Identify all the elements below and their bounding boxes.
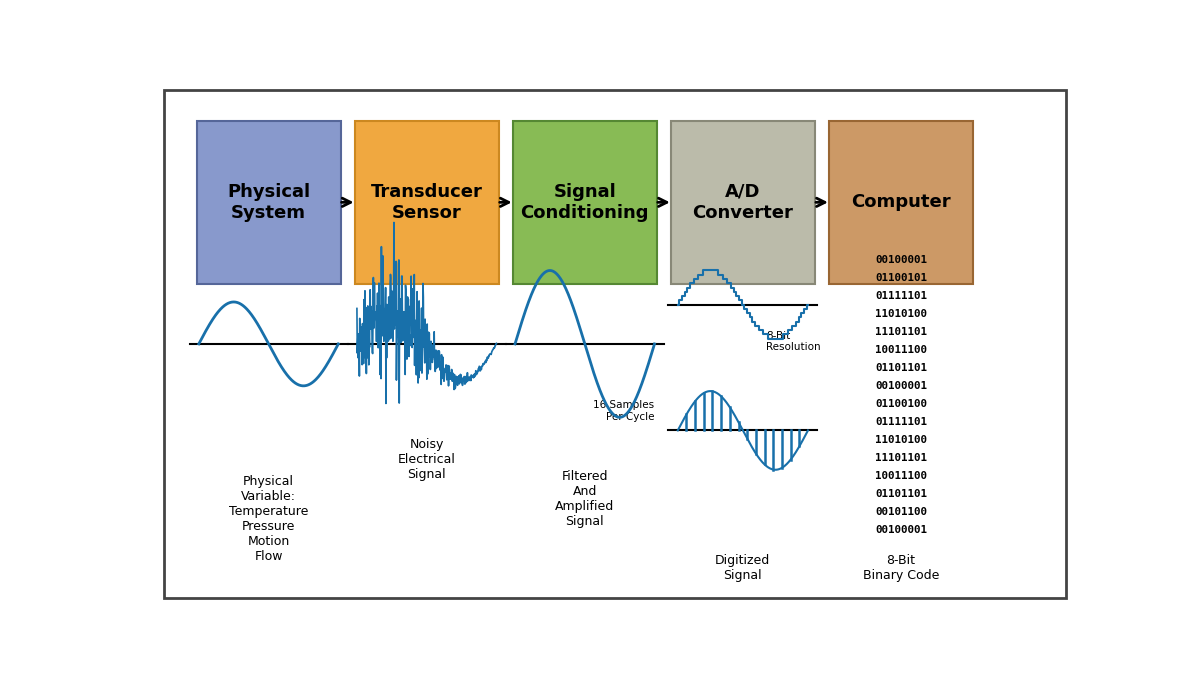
FancyBboxPatch shape [829, 121, 973, 283]
FancyBboxPatch shape [355, 121, 499, 283]
Text: 16 Samples
Per Cycle: 16 Samples Per Cycle [593, 400, 654, 422]
Text: Signal
Conditioning: Signal Conditioning [521, 183, 649, 222]
Text: 00101100: 00101100 [875, 507, 926, 517]
FancyBboxPatch shape [164, 90, 1066, 598]
Text: Transducer
Sensor: Transducer Sensor [371, 183, 482, 222]
FancyBboxPatch shape [671, 121, 815, 283]
Text: 00100001: 00100001 [875, 255, 926, 265]
Text: 01111101: 01111101 [875, 417, 926, 427]
Text: 00100001: 00100001 [875, 525, 926, 535]
Text: 00100001: 00100001 [875, 381, 926, 391]
Text: Computer: Computer [851, 193, 950, 211]
Text: 01101101: 01101101 [875, 489, 926, 499]
Text: 10011100: 10011100 [875, 345, 926, 355]
FancyBboxPatch shape [512, 121, 656, 283]
Text: 01101101: 01101101 [875, 363, 926, 373]
Text: Filtered
And
Amplified
Signal: Filtered And Amplified Signal [556, 470, 614, 528]
Text: 11101101: 11101101 [875, 453, 926, 463]
Text: A/D
Converter: A/D Converter [692, 183, 793, 222]
Text: 11101101: 11101101 [875, 327, 926, 337]
Text: 01100100: 01100100 [875, 399, 926, 409]
Text: 01100101: 01100101 [875, 273, 926, 283]
Text: 01111101: 01111101 [875, 291, 926, 301]
Text: 10011100: 10011100 [875, 471, 926, 481]
FancyBboxPatch shape [197, 121, 341, 283]
Text: 8-Bit
Binary Code: 8-Bit Binary Code [863, 554, 940, 582]
Text: Physical
Variable:
Temperature
Pressure
Motion
Flow: Physical Variable: Temperature Pressure … [229, 475, 308, 563]
Text: Noisy
Electrical
Signal: Noisy Electrical Signal [397, 439, 456, 481]
Text: 8-Bit
Resolution: 8-Bit Resolution [766, 331, 821, 352]
Text: 11010100: 11010100 [875, 435, 926, 445]
Text: Digitized
Signal: Digitized Signal [715, 554, 770, 582]
Text: 11010100: 11010100 [875, 309, 926, 319]
Text: Physical
System: Physical System [227, 183, 310, 222]
